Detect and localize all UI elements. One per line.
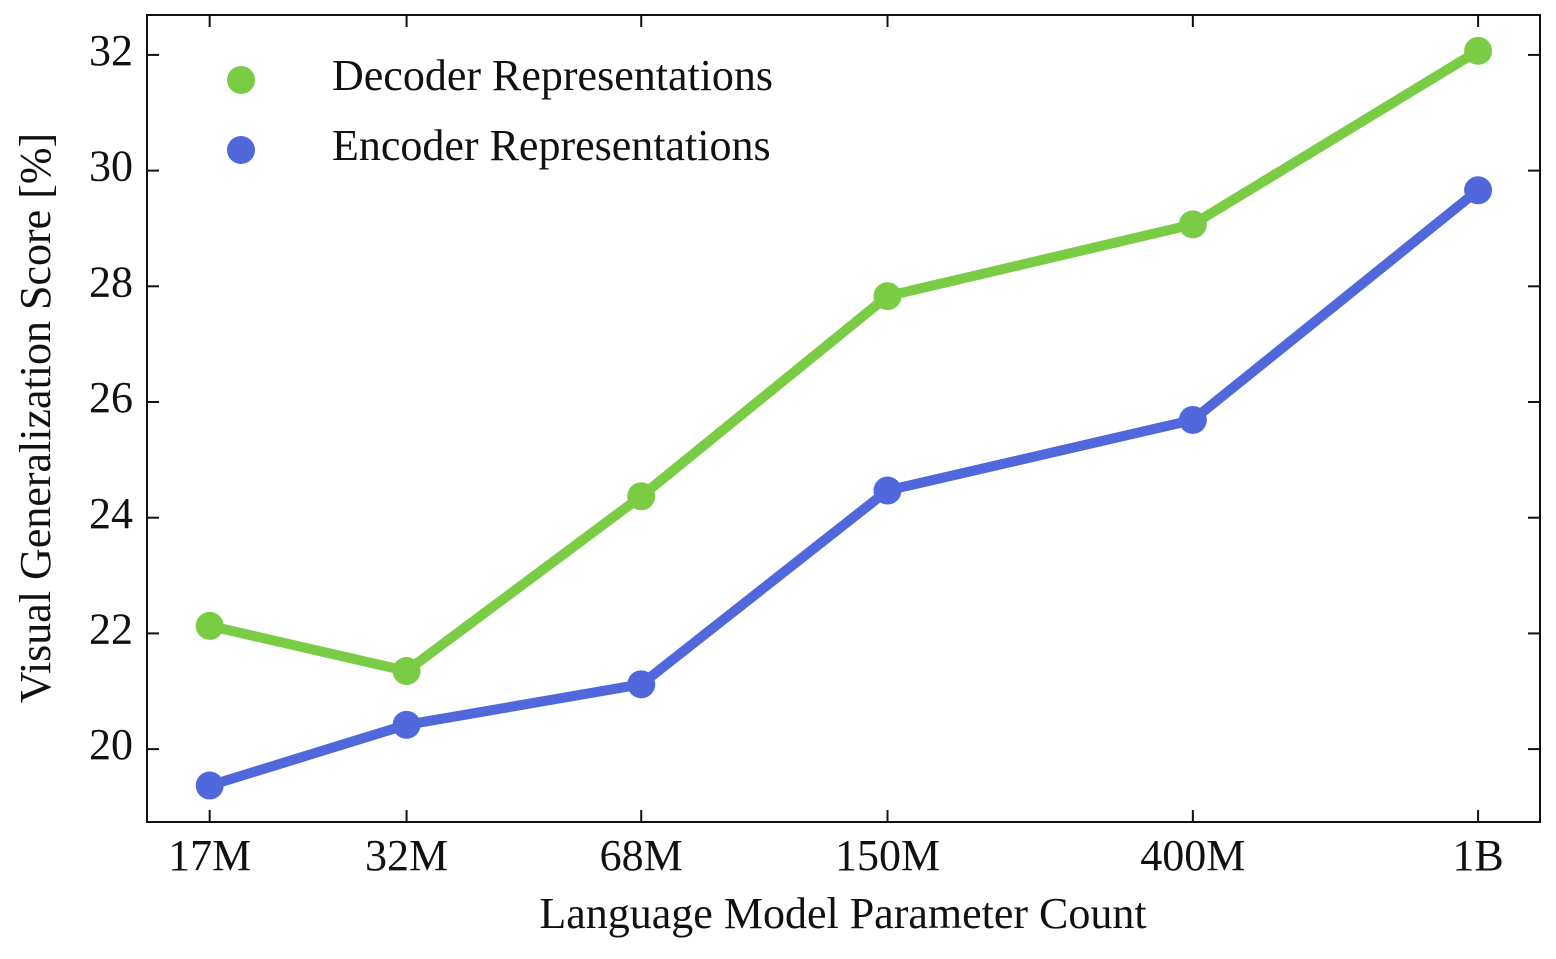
legend-marker — [227, 66, 255, 94]
x-tick-label: 1B — [1452, 831, 1503, 880]
legend-marker — [227, 136, 255, 164]
x-tick-label: 68M — [600, 831, 683, 880]
x-tick-label: 400M — [1140, 831, 1245, 880]
y-tick-label: 22 — [89, 605, 133, 654]
point — [873, 282, 902, 311]
point — [195, 611, 224, 640]
legend-label: Encoder Representations — [332, 121, 771, 170]
point — [1464, 176, 1493, 205]
series-line — [208, 186, 1482, 791]
point — [1178, 405, 1207, 434]
y-tick-label: 32 — [89, 26, 133, 75]
y-tick-label: 26 — [89, 373, 133, 422]
x-tick-label: 17M — [168, 831, 251, 880]
x-axis-label: Language Model Parameter Count — [539, 889, 1146, 938]
point — [627, 670, 656, 699]
plot-frame — [146, 14, 1541, 823]
point — [627, 482, 656, 511]
y-tick-label: 28 — [89, 257, 133, 306]
x-tick-label: 150M — [835, 831, 940, 880]
series-line — [208, 46, 1481, 677]
y-tick-label: 30 — [89, 142, 133, 191]
point — [1178, 210, 1207, 239]
point — [1464, 36, 1493, 65]
point — [392, 657, 421, 686]
point — [195, 771, 224, 800]
y-tick-label: 20 — [89, 720, 133, 769]
y-tick-label: 24 — [89, 489, 133, 538]
x-tick-label: 32M — [365, 831, 448, 880]
y-axis-label: Visual Generalization Score [%] — [11, 133, 60, 703]
point — [392, 710, 421, 739]
point — [873, 476, 902, 505]
legend-label: Decoder Representations — [332, 51, 773, 100]
